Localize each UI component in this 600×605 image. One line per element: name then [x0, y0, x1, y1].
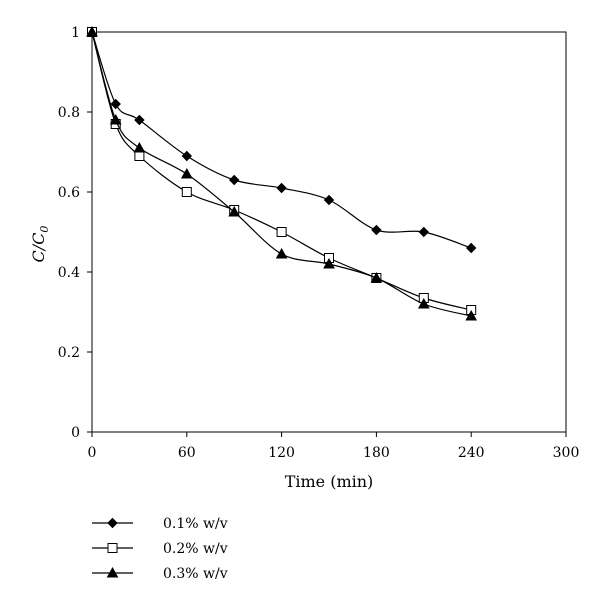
data-point	[109, 113, 122, 125]
series-2	[87, 27, 477, 315]
x-axis-title: Time (min)	[285, 472, 374, 491]
legend-marker	[107, 517, 118, 529]
y-tick-label: 0.2	[58, 345, 80, 361]
series-line	[91, 31, 472, 249]
data-point	[323, 194, 335, 206]
data-point	[134, 151, 145, 161]
data-point	[276, 227, 287, 237]
data-point	[465, 309, 478, 321]
y-axis-title-subscript: 0	[38, 226, 51, 233]
legend-label: 0.1% w/v	[163, 516, 228, 532]
y-tick-label: 0.8	[58, 105, 80, 121]
data-point	[370, 271, 383, 283]
axes	[91, 31, 567, 433]
x-axis-ticks: 0 60 120 180 240 300	[88, 432, 580, 461]
legend: 0.1% w/v 0.2% w/v 0.3% w/v	[92, 516, 228, 582]
legend-label: 0.2% w/v	[163, 541, 228, 557]
y-tick-label: 0	[71, 425, 80, 441]
legend-marker	[107, 543, 118, 553]
x-tick-label: 300	[553, 445, 580, 461]
data-point	[323, 257, 335, 269]
series-3	[86, 25, 478, 321]
y-tick-label: 1	[71, 25, 80, 41]
series-line	[91, 31, 472, 311]
data-point	[86, 25, 98, 37]
data-point	[110, 98, 121, 110]
legend-item-3: 0.3% w/v	[92, 566, 228, 582]
y-tick-label: 0.4	[58, 265, 80, 281]
data-point	[180, 167, 193, 179]
data-point	[133, 141, 146, 153]
data-point	[275, 247, 288, 259]
plot-frame	[91, 31, 567, 433]
x-tick-label: 0	[88, 445, 97, 461]
legend-item-2: 0.2% w/v	[92, 541, 228, 557]
data-point	[417, 297, 430, 309]
data-point	[134, 114, 145, 126]
x-tick-label: 180	[363, 445, 390, 461]
x-tick-label: 240	[458, 445, 485, 461]
data-point	[228, 205, 241, 217]
series-layer	[86, 25, 478, 321]
y-tick-label: 0.6	[58, 185, 80, 201]
data-point	[371, 224, 382, 236]
legend-marker	[106, 566, 119, 578]
legend-item-1: 0.1% w/v	[92, 516, 228, 532]
series-line	[91, 31, 472, 317]
series-1	[86, 26, 477, 254]
x-tick-label: 120	[268, 445, 295, 461]
data-point	[181, 150, 193, 162]
data-point	[418, 226, 430, 238]
data-point	[465, 242, 477, 254]
data-point	[181, 187, 192, 197]
y-axis-title: C/C0	[29, 226, 51, 263]
legend-label: 0.3% w/v	[163, 566, 228, 582]
data-point	[228, 174, 240, 186]
y-axis-ticks: 0 0.2 0.4 0.6 0.8 1	[58, 25, 92, 441]
x-tick-label: 60	[178, 445, 196, 461]
data-point	[276, 182, 287, 194]
y-axis-title-main: C/C	[29, 233, 48, 263]
